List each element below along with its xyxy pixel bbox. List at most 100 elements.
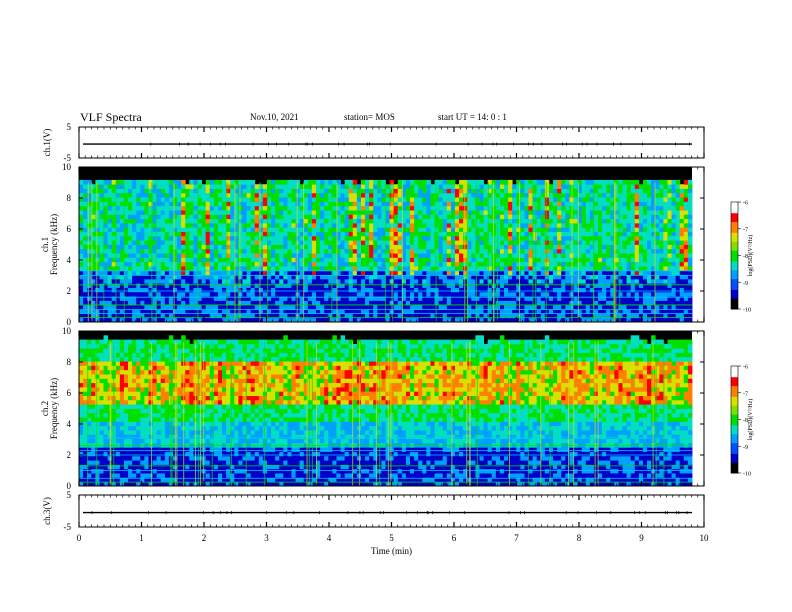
spectrogram-cell [540, 240, 546, 245]
spectrogram-cell [475, 309, 480, 314]
spectrogram-cell [585, 218, 591, 224]
spectrogram-cell [573, 201, 578, 207]
spectrogram-cell [136, 179, 141, 185]
spectrogram-cell [483, 287, 489, 293]
spectrogram-cell [430, 248, 435, 254]
spectrogram-cell [348, 179, 354, 185]
spectrogram-cell [687, 309, 693, 314]
spectrogram-cell [647, 235, 652, 241]
spectrogram-cell [508, 266, 513, 271]
spectrogram-cell [356, 210, 362, 215]
spectrogram-cell [95, 309, 100, 314]
spectrogram-cell [193, 274, 198, 280]
spectrogram-cell [540, 270, 546, 276]
spectrogram-cell [606, 278, 611, 284]
spectrogram-cell [532, 253, 538, 258]
spectrogram-cell [401, 257, 407, 263]
spectrogram-cell [119, 287, 125, 293]
spectrogram-cell [385, 240, 390, 245]
spectrogram-cell [475, 231, 480, 237]
spectrogram-cell [177, 179, 182, 185]
spectrogram-cell [495, 309, 501, 314]
spectrogram-cell [197, 287, 202, 293]
spectrogram-cell [311, 257, 317, 263]
spectrogram-cell [181, 300, 186, 306]
spectrogram-cell [499, 214, 505, 220]
spectrogram-cell [479, 192, 484, 198]
spectrogram-cell [626, 227, 632, 232]
spectrogram-cell [671, 270, 677, 276]
spectrogram-cell [405, 278, 411, 284]
spectrogram-cell [336, 261, 341, 267]
spectrogram-cell [630, 197, 636, 202]
spectrogram-cell [450, 240, 456, 245]
spectrogram-cell [553, 227, 558, 232]
spectrogram-cell [352, 188, 358, 194]
spectrogram-cell [242, 304, 247, 310]
spectrogram-cell [471, 270, 476, 276]
spectrogram-cell [573, 274, 578, 280]
spectrogram-cell [598, 304, 603, 310]
spectrogram-cell [128, 283, 133, 288]
spectrogram-cell [548, 291, 554, 297]
spectrogram-cell [242, 274, 247, 280]
spectrogram-cell [283, 300, 288, 306]
spectrogram-cell [328, 313, 333, 319]
spectrogram-cell [638, 291, 644, 297]
spectrogram-cell [144, 222, 149, 228]
spectrogram-cell [242, 309, 247, 314]
spectrogram-cell [283, 214, 288, 220]
spectrogram-cell [459, 244, 464, 250]
spectrogram-cell [287, 291, 292, 297]
spectrogram-cell [573, 205, 578, 211]
spectrogram-cell [508, 296, 513, 301]
spectrogram-cell [283, 296, 288, 301]
spectrogram-cell [573, 218, 578, 224]
spectrogram-cell [528, 253, 534, 258]
spectrogram-cell [205, 235, 211, 241]
spectrogram-cell [593, 192, 599, 198]
spectrogram-cell [598, 309, 603, 314]
spectrogram-cell [123, 205, 129, 211]
spectrogram-cell [365, 197, 370, 202]
spectrogram-cell [544, 214, 550, 220]
spectrogram-cell [528, 248, 534, 254]
spectrogram-cell [626, 274, 632, 280]
spectrogram-cell [647, 201, 652, 207]
spectrogram-cell [140, 317, 145, 323]
spectrogram-cell [316, 188, 321, 194]
spectrogram-cell [442, 179, 448, 185]
spectrogram-cell [659, 227, 664, 232]
spectrogram-cell [128, 214, 133, 220]
spectrogram-cell [553, 201, 558, 207]
spectrogram-cell [508, 222, 513, 228]
spectrogram-cell [585, 192, 591, 198]
spectrogram-cell [655, 210, 660, 215]
spectrogram-cell [279, 179, 284, 185]
spectrogram-cell [520, 296, 525, 301]
spectrogram-cell [279, 296, 284, 301]
spectrogram-cell [83, 270, 88, 276]
spectrogram-cell [593, 218, 599, 224]
spectrogram-cell [548, 240, 554, 245]
spectrogram-cell [344, 261, 350, 267]
spectrogram-cell [683, 274, 689, 280]
spectrogram-cell [405, 261, 411, 267]
spectrogram-cell [577, 261, 583, 267]
spectrogram-cell [499, 235, 505, 241]
spectrogram-cell [275, 283, 280, 288]
spectrogram-cell [132, 274, 137, 280]
spectrogram-cell [544, 291, 550, 297]
spectrogram-cell [291, 235, 296, 241]
spectrogram-cell [332, 313, 337, 319]
spectrogram-cell [655, 261, 660, 267]
spectrogram-cell [593, 304, 599, 310]
spectrogram-cell [647, 231, 652, 237]
spectrogram-cell [222, 197, 227, 202]
spectrogram-cell [393, 291, 399, 297]
spectrogram-cell [671, 184, 677, 189]
spectrogram-cell [687, 296, 693, 301]
spectrogram-cell [602, 296, 607, 301]
spectrogram-cell [365, 309, 370, 314]
spectrogram-cell [287, 235, 292, 241]
